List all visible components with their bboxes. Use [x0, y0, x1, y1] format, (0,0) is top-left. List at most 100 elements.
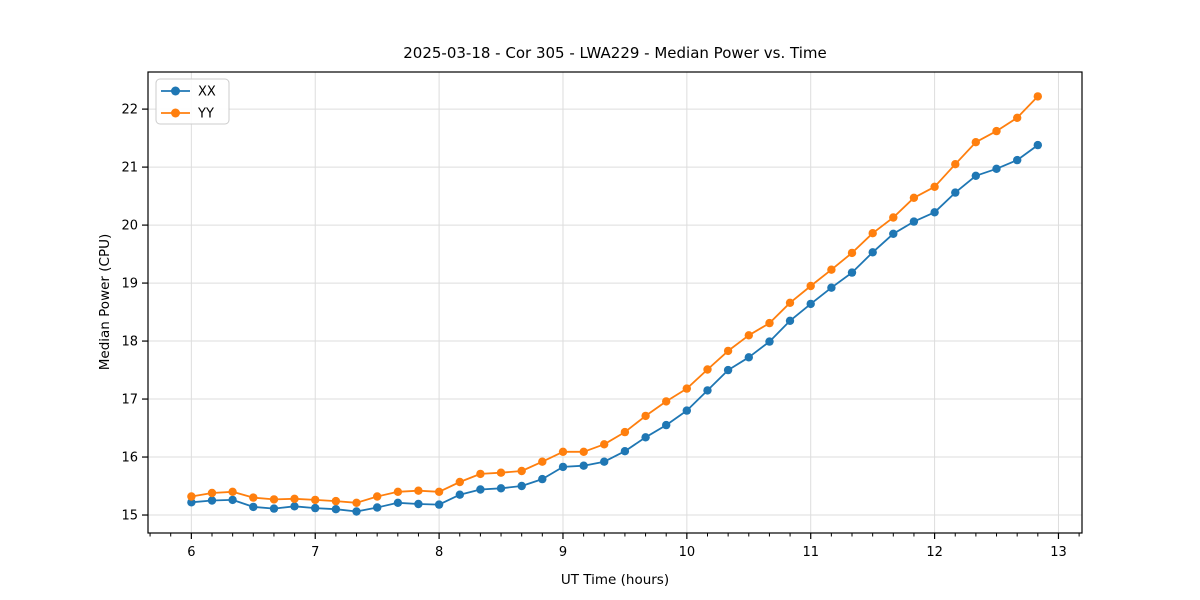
- data-point-xx: [558, 462, 568, 472]
- data-point-xx: [806, 299, 815, 309]
- data-point-xx: [187, 498, 196, 507]
- data-point-yy: [352, 498, 361, 507]
- data-point-xx: [827, 283, 836, 292]
- data-point-yy: [951, 160, 960, 169]
- data-point-yy: [744, 331, 753, 340]
- data-point-xx: [744, 353, 753, 362]
- legend-box: [155, 78, 230, 125]
- legend-item-xx: XX: [161, 85, 216, 100]
- data-point-yy: [455, 477, 464, 487]
- plot-border: [147, 71, 1083, 534]
- data-point-yy: [682, 384, 691, 393]
- data-point-yy: [765, 318, 774, 328]
- data-point-xx: [373, 503, 382, 512]
- data-point-xx: [889, 229, 898, 238]
- data-point-xx: [290, 502, 299, 511]
- data-point-yy: [971, 138, 980, 147]
- data-point-yy: [641, 411, 650, 421]
- data-point-xx: [476, 485, 485, 494]
- series-layer: [187, 92, 1043, 516]
- data-point-yy: [538, 457, 547, 466]
- y-tick-label: 17: [121, 393, 138, 408]
- data-point-yy: [1013, 113, 1022, 123]
- data-point-xx: [930, 208, 939, 217]
- data-point-xx: [723, 365, 733, 375]
- legend-item-yy: YY: [161, 107, 214, 122]
- data-point-yy: [558, 447, 568, 456]
- data-point-yy: [1033, 92, 1043, 101]
- x-tick-label: 12: [926, 545, 943, 560]
- data-point-yy: [414, 486, 423, 495]
- data-point-yy: [847, 248, 857, 258]
- data-point-xx: [249, 502, 258, 512]
- data-point-xx: [682, 406, 691, 415]
- data-point-yy: [269, 495, 279, 504]
- data-point-xx: [1033, 140, 1043, 150]
- data-point-yy: [393, 487, 403, 496]
- data-point-yy: [228, 487, 237, 496]
- legend: XX YY: [155, 78, 230, 125]
- data-point-xx: [331, 505, 341, 514]
- data-point-yy: [517, 466, 526, 476]
- x-tick-label: 11: [802, 545, 819, 560]
- series-yy: [187, 92, 1043, 507]
- data-point-yy: [723, 346, 733, 356]
- data-point-yy: [703, 365, 712, 374]
- data-point-xx: [517, 481, 526, 491]
- data-point-yy: [827, 265, 836, 274]
- data-point-xx: [496, 484, 506, 493]
- data-point-yy: [311, 495, 320, 505]
- data-point-xx: [909, 217, 919, 226]
- axes: 6 7 8 9 10 11 12 13 15 16 17 18 19 20 21 22: [121, 103, 1080, 560]
- data-point-xx: [352, 507, 361, 516]
- series-xx: [187, 140, 1043, 516]
- data-point-xx: [269, 504, 279, 513]
- data-point-yy: [496, 468, 506, 477]
- data-point-xx: [393, 498, 403, 507]
- data-point-xx: [455, 490, 464, 499]
- legend-marker-yy: [171, 108, 180, 118]
- x-axis-label: UT Time (hours): [561, 572, 669, 588]
- x-tick-label: 7: [311, 545, 319, 560]
- data-point-yy: [579, 447, 588, 456]
- data-point-yy: [476, 469, 485, 479]
- y-tick-label: 16: [121, 451, 138, 466]
- data-point-xx: [600, 457, 609, 466]
- data-point-xx: [311, 503, 320, 513]
- data-point-xx: [847, 268, 857, 277]
- y-tick-label: 18: [121, 335, 138, 350]
- chart-title: 2025-03-18 - Cor 305 - LWA229 - Median P…: [403, 44, 827, 62]
- data-point-yy: [806, 281, 815, 291]
- data-point-xx: [662, 420, 671, 430]
- data-point-yy: [909, 193, 919, 202]
- data-point-xx: [785, 316, 795, 325]
- data-point-yy: [785, 298, 795, 307]
- data-point-yy: [434, 487, 444, 496]
- data-point-xx: [414, 499, 423, 509]
- data-point-xx: [765, 337, 774, 346]
- data-point-xx: [228, 495, 237, 505]
- x-tick-label: 10: [679, 545, 696, 560]
- data-point-xx: [641, 433, 650, 442]
- data-point-yy: [331, 496, 341, 506]
- data-point-yy: [930, 182, 939, 191]
- data-point-xx: [971, 171, 980, 180]
- data-point-xx: [538, 474, 547, 484]
- y-tick-label: 15: [121, 509, 138, 524]
- data-point-xx: [868, 248, 877, 257]
- data-point-yy: [207, 488, 217, 498]
- data-point-xx: [434, 500, 444, 509]
- grid: [148, 72, 1082, 533]
- x-tick-label: 13: [1050, 545, 1067, 560]
- data-point-yy: [889, 213, 898, 222]
- data-point-xx: [703, 386, 712, 395]
- data-point-yy: [620, 427, 630, 437]
- data-point-xx: [951, 188, 960, 197]
- legend-label-xx: XX: [198, 85, 216, 100]
- data-point-yy: [373, 492, 382, 501]
- x-tick-label: 8: [435, 545, 443, 560]
- x-tick-label: 6: [187, 545, 195, 560]
- data-point-xx: [992, 164, 1001, 173]
- data-point-xx: [1013, 155, 1022, 165]
- y-tick-label: 20: [121, 219, 138, 234]
